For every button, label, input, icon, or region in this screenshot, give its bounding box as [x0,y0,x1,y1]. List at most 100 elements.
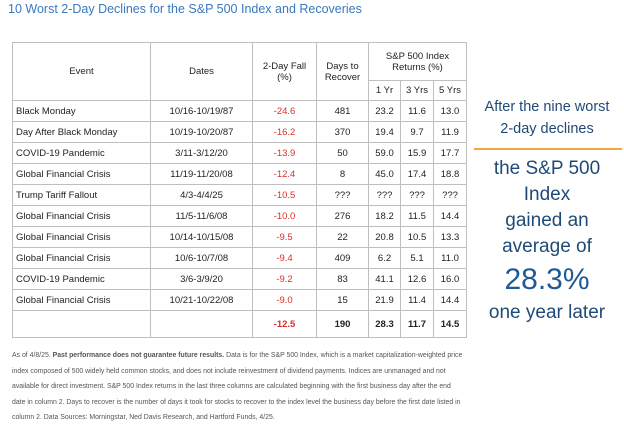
cell: 15 [316,289,369,311]
cell: 18.8 [432,163,468,185]
text: 2-day declines [500,121,594,137]
row: COVID-19 Pandemic 3/6-3/9/20 -9.2 83 41.1 12.… [12,268,468,290]
cell: 9.7 [400,121,434,143]
cell: 11.4 [400,289,434,311]
cell: 83 [316,268,369,290]
cell: 10/6-10/7/08 [150,247,253,269]
cell: -12.5 [252,310,317,338]
average-row: -12.5 190 28.3 11.7 14.5 [12,310,468,338]
header: Days to Recover [316,42,369,101]
cell: -10.0 [252,205,317,227]
callout-tail: one year later [488,302,606,323]
header: 5 Yrs [432,80,468,101]
cell [12,310,151,338]
cell: 13.0 [432,100,468,122]
table-body: Black Monday 10/16-10/19/87 -24.6 481 23.2 11… [12,100,468,338]
cell: -9.0 [252,289,317,311]
cell: 4/3-4/4/25 [150,184,253,206]
cell: 14.4 [432,289,468,311]
cell: 12.6 [400,268,434,290]
cell: 276 [316,205,369,227]
row: Global Financial Crisis 10/14-10/15/08 -9.… [12,226,468,248]
cell: -24.6 [252,100,317,122]
header: 2-Day Fall (%) [252,42,317,101]
cell: 6.2 [368,247,401,269]
cell: 190 [316,310,369,338]
callout: After the nine worst 2-day declines the S… [470,96,624,326]
cell: 10/16-10/19/87 [150,100,253,122]
text: gained an [505,210,589,231]
cell: -16.2 [252,121,317,143]
cell: ??? [316,184,369,206]
cell: 59.0 [368,142,401,164]
cell: 11.0 [432,247,468,269]
cell: 10/21-10/22/08 [150,289,253,311]
footnote: As of 4/8/25. Past performance does not … [12,348,464,426]
row: Global Financial Crisis 11/5-11/6/08 -10.0… [12,205,468,227]
cell: 11/19-11/20/08 [150,163,253,185]
cell: -13.9 [252,142,317,164]
cell: 10.5 [400,226,434,248]
cell: Global Financial Crisis [12,289,151,311]
cell: 11.5 [400,205,434,227]
cell: 3/11-3/12/20 [150,142,253,164]
cell: 45.0 [368,163,401,185]
header: Event [12,42,151,101]
divider [474,148,622,150]
cell: 11.9 [432,121,468,143]
header: 1 Yr [368,80,401,101]
cell: 17.4 [400,163,434,185]
declines-table: Event Dates 2-Day Fall (%) Days to Recov… [12,42,468,338]
cell: COVID-19 Pandemic [12,142,151,164]
cell: 481 [316,100,369,122]
footnote-bold: Past performance does not guarantee futu… [52,352,225,359]
cell: Black Monday [12,100,151,122]
cell: 16.0 [432,268,468,290]
cell: Global Financial Crisis [12,163,151,185]
cell: -12.4 [252,163,317,185]
cell: 10/14-10/15/08 [150,226,253,248]
cell: ??? [432,184,468,206]
cell: 17.7 [432,142,468,164]
cell: -10.5 [252,184,317,206]
text: average of [502,236,592,257]
cell: 409 [316,247,369,269]
cell: 22 [316,226,369,248]
header: Dates [150,42,253,101]
row: COVID-19 Pandemic 3/11-3/12/20 -13.9 50 59.0… [12,142,468,164]
cell: 14.5 [432,310,468,338]
row: Global Financial Crisis 10/21-10/22/08 -9.… [12,289,468,311]
cell: 23.2 [368,100,401,122]
row: Global Financial Crisis 11/19-11/20/08 -12… [12,163,468,185]
row: Trump Tariff Fallout 4/3-4/4/25 -10.5?????… [12,184,468,206]
header: S&P 500 Index Returns (%) [367,42,468,81]
cell: 11.7 [400,310,434,338]
cell: 50 [316,142,369,164]
cell: 8 [316,163,369,185]
cell: Global Financial Crisis [12,247,151,269]
cell: 11.6 [400,100,434,122]
cell: -9.2 [252,268,317,290]
cell: ??? [368,184,401,206]
footnote-date: As of 4/8/25. [12,352,51,359]
cell: -9.4 [252,247,317,269]
callout-figure: 28.3% [504,263,590,296]
cell: Global Financial Crisis [12,205,151,227]
cell: Trump Tariff Fallout [12,184,151,206]
cell: Day After Black Monday [12,121,151,143]
cell: ??? [400,184,434,206]
cell: 41.1 [368,268,401,290]
cell: 20.8 [368,226,401,248]
cell: 370 [316,121,369,143]
cell: -9.5 [252,226,317,248]
cell: 18.2 [368,205,401,227]
row: Global Financial Crisis 10/6-10/7/08 -9.4 4… [12,247,468,269]
cell: 19.4 [368,121,401,143]
cell [150,310,253,338]
callout-body: the S&P 500 Index gained an average of [470,156,624,260]
row: Day After Black Monday 10/19-10/20/87 -16.… [12,121,468,143]
header: 3 Yrs [400,80,434,101]
text: After the nine worst [484,99,610,115]
cell: 3/6-3/9/20 [150,268,253,290]
